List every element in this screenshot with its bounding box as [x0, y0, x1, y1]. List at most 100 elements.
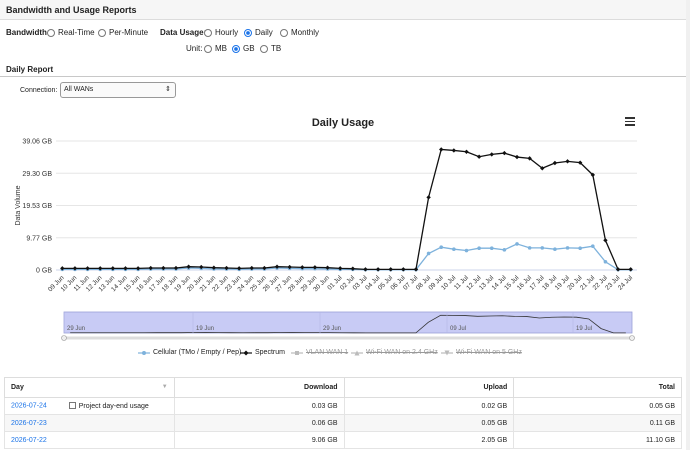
- upload-cell: 0.02 GB: [343, 397, 515, 415]
- download-cell: 0.03 GB: [173, 397, 345, 415]
- data-point-spectrum: [350, 266, 356, 271]
- updown-chevron-icon: ⇕: [165, 86, 171, 93]
- y-tick-label: 39.06 GB: [22, 139, 52, 146]
- data-point-spectrum: [565, 159, 570, 164]
- radio-gb[interactable]: GB: [232, 44, 255, 53]
- total-cell: 11.10 GB: [513, 431, 682, 449]
- series-line-cellular: [62, 243, 631, 271]
- legend-wifi-5[interactable]: Wi-Fi WAN on 5 GHz: [441, 349, 522, 356]
- download-cell: 9.06 GB: [173, 431, 345, 449]
- day-link[interactable]: 2026-07-24: [11, 402, 47, 410]
- data-point-cellular: [477, 246, 481, 251]
- y-axis-label: Data Volume: [15, 185, 22, 225]
- data-point-cellular: [590, 244, 595, 249]
- page-scrollbar[interactable]: [686, 0, 690, 450]
- table-row: 2026-07-24 Project day-end usage 0.03 GB…: [4, 397, 682, 415]
- data-point-spectrum: [199, 264, 204, 270]
- data-point-spectrum: [236, 266, 242, 271]
- data-point-spectrum: [173, 265, 179, 271]
- hamburger-menu-icon[interactable]: [625, 117, 635, 126]
- column-header-total[interactable]: Total: [513, 377, 682, 398]
- y-tick-label: 9.77 GB: [26, 235, 52, 242]
- data-point-cellular: [489, 246, 494, 251]
- data-point-cellular: [527, 246, 532, 250]
- data-point-spectrum: [590, 172, 595, 178]
- y-tick-label: 0 GB: [36, 268, 52, 275]
- radio-circle-icon: [47, 28, 55, 37]
- table-row: 2026-07-23 0.06 GB 0.05 GB 0.11 GB: [4, 414, 682, 432]
- data-point-spectrum: [300, 265, 305, 270]
- column-header-upload[interactable]: Upload: [343, 377, 515, 398]
- checkbox-icon: [68, 402, 76, 410]
- data-point-cellular: [439, 245, 444, 250]
- data-point-spectrum: [527, 156, 532, 161]
- navigator-series-line: [70, 314, 626, 334]
- navigator-label: 29 Jun: [67, 326, 85, 332]
- data-usage-label: Data Usage:: [160, 28, 207, 37]
- data-point-spectrum: [388, 267, 393, 272]
- data-point-cellular: [578, 246, 582, 251]
- legend-spectrum[interactable]: Spectrum: [240, 349, 285, 356]
- data-point-spectrum: [603, 238, 608, 243]
- sort-arrow-icon: ▼: [161, 384, 168, 390]
- data-point-spectrum: [628, 267, 633, 272]
- y-tick-label: 19.53 GB: [22, 203, 52, 210]
- data-point-spectrum: [85, 266, 90, 271]
- data-point-spectrum: [489, 152, 494, 157]
- data-point-spectrum: [451, 148, 457, 153]
- column-header-day[interactable]: Day ▼: [4, 377, 175, 398]
- data-point-cellular: [565, 246, 570, 250]
- navigator-label: 19 Jun: [196, 326, 214, 332]
- data-point-spectrum: [123, 266, 128, 271]
- data-point-spectrum: [161, 265, 166, 271]
- legend-line-icon: [291, 350, 303, 355]
- x-tick-label: 24 Jul: [617, 274, 635, 292]
- upload-cell: 2.05 GB: [343, 431, 515, 449]
- legend-line-icon: [138, 350, 150, 355]
- data-point-cellular: [502, 248, 507, 252]
- legend-line-icon: [240, 350, 252, 355]
- data-point-spectrum: [186, 264, 191, 269]
- data-point-spectrum: [274, 264, 280, 269]
- radio-circle-icon: [280, 28, 288, 37]
- data-point-cellular: [515, 242, 519, 246]
- radio-daily[interactable]: Daily: [244, 28, 273, 37]
- data-point-spectrum: [464, 149, 469, 154]
- radio-mb[interactable]: MB: [204, 44, 227, 53]
- download-cell: 0.06 GB: [173, 414, 345, 432]
- navigator-range: [63, 311, 633, 334]
- data-point-spectrum: [262, 265, 267, 271]
- data-point-spectrum: [135, 266, 141, 271]
- legend-line-icon: [441, 350, 453, 355]
- total-cell: 0.05 GB: [513, 397, 682, 415]
- data-point-cellular: [452, 247, 456, 251]
- radio-tb[interactable]: TB: [260, 44, 281, 53]
- radio-monthly[interactable]: Monthly: [280, 28, 319, 37]
- data-point-spectrum: [514, 154, 520, 160]
- navigator-label: 29 Jun: [323, 326, 341, 332]
- day-link[interactable]: 2026-07-22: [11, 436, 47, 444]
- data-point-spectrum: [540, 166, 545, 171]
- data-point-spectrum: [502, 150, 507, 156]
- radio-per-minute[interactable]: Per-Minute: [98, 28, 148, 37]
- data-point-spectrum: [439, 147, 444, 152]
- radio-real-time[interactable]: Real-Time: [47, 28, 95, 37]
- data-point-spectrum: [148, 265, 153, 271]
- legend-cellular[interactable]: Cellular (TMo / Empty / Pep): [138, 349, 241, 356]
- project-day-end-checkbox[interactable]: Project day-end usage: [68, 402, 149, 410]
- data-point-spectrum: [325, 265, 330, 270]
- usage-table: Day ▼ Download Upload Total 2026-07-24 Pr…: [4, 377, 682, 449]
- legend-wifi-24[interactable]: Wi-Fi WAN on 2.4 GHz: [351, 349, 438, 356]
- data-point-spectrum: [577, 160, 583, 165]
- connection-value: All WANs: [64, 86, 94, 93]
- connection-select[interactable]: All WANs ⇕: [60, 82, 176, 98]
- radio-circle-icon: [260, 44, 268, 53]
- radio-hourly[interactable]: Hourly: [204, 28, 238, 37]
- navigator-handle-left: [61, 335, 67, 341]
- data-point-spectrum: [337, 266, 343, 271]
- data-point-cellular: [540, 246, 545, 250]
- radio-selected-icon: [232, 44, 240, 53]
- day-link[interactable]: 2026-07-23: [11, 419, 47, 427]
- column-header-download[interactable]: Download: [173, 377, 345, 398]
- legend-vlan[interactable]: VLAN WAN 1: [291, 349, 348, 356]
